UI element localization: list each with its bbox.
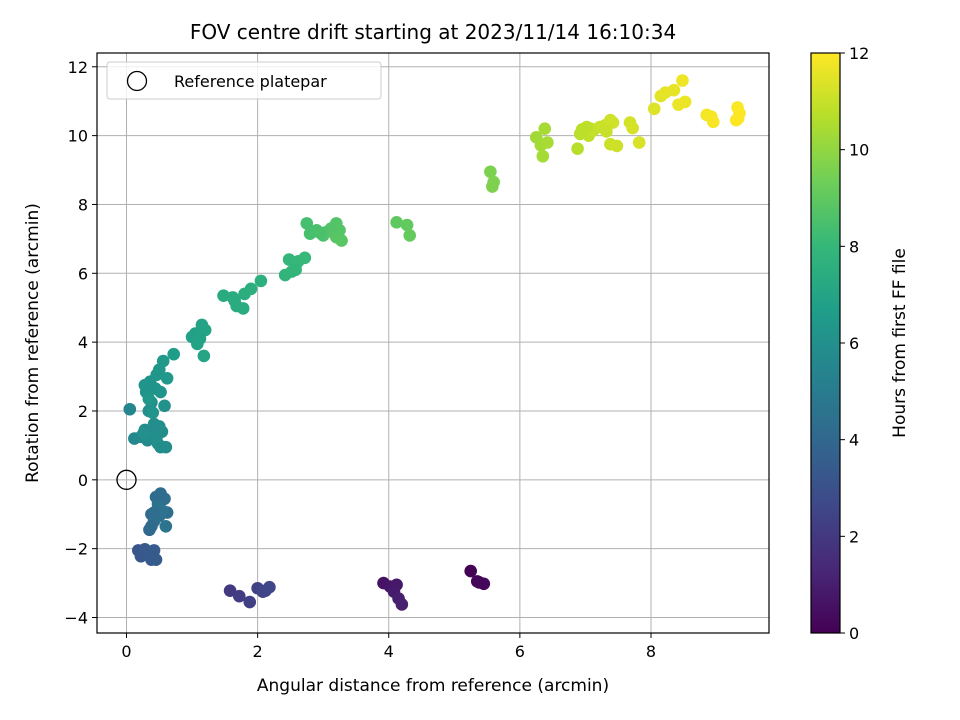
colorbar-tick-label: 2 — [849, 527, 859, 546]
data-point — [146, 406, 159, 419]
y-tick-label: 4 — [78, 333, 88, 352]
colorbar-ticks: 0 2 4 6 8 10 12 — [840, 44, 869, 643]
x-tick-label: 6 — [515, 642, 525, 661]
data-point — [158, 400, 171, 413]
data-point — [142, 393, 155, 406]
data-point — [148, 506, 161, 519]
data-point — [473, 576, 486, 589]
data-point — [154, 386, 167, 399]
legend: Reference platepar — [107, 62, 381, 99]
x-axis-label: Angular distance from reference (arcmin) — [257, 676, 609, 696]
colorbar: 0 2 4 6 8 10 12 Hours from first FF file — [811, 44, 910, 643]
data-point — [486, 180, 499, 193]
y-axis-label: Rotation from reference (arcmin) — [23, 203, 43, 483]
data-point — [537, 150, 550, 163]
data-point — [144, 550, 157, 563]
data-point — [148, 418, 161, 431]
data-point — [403, 229, 416, 242]
data-point — [580, 121, 593, 134]
data-point — [228, 295, 241, 308]
data-point — [396, 598, 409, 611]
data-point — [538, 122, 551, 135]
data-point — [255, 275, 268, 288]
data-point — [145, 520, 158, 533]
y-tick-label: −2 — [64, 540, 88, 559]
data-point — [314, 226, 327, 239]
data-point — [390, 216, 403, 229]
data-point — [243, 596, 256, 609]
data-point — [679, 96, 692, 109]
data-point — [161, 372, 174, 385]
data-point — [648, 102, 661, 115]
x-tick-label: 0 — [121, 642, 131, 661]
data-point — [571, 142, 584, 155]
x-axis-ticks: 0 2 4 6 8 — [121, 633, 656, 661]
y-tick-label: 6 — [78, 264, 88, 283]
colorbar-tick-label: 10 — [849, 141, 869, 160]
data-point — [153, 489, 166, 502]
x-tick-label: 8 — [646, 642, 656, 661]
data-point — [259, 584, 272, 597]
data-point — [198, 350, 211, 363]
colorbar-fill — [811, 53, 840, 633]
data-point — [157, 355, 170, 368]
x-tick-label: 2 — [253, 642, 263, 661]
data-point — [668, 84, 681, 97]
data-point — [626, 122, 639, 135]
data-point — [289, 264, 302, 277]
x-tick-label: 4 — [384, 642, 394, 661]
data-point — [123, 403, 136, 416]
data-point — [194, 332, 207, 345]
data-point — [167, 348, 180, 361]
data-point — [541, 136, 554, 149]
colorbar-tick-label: 6 — [849, 334, 859, 353]
y-tick-label: 2 — [78, 402, 88, 421]
y-tick-label: 10 — [68, 127, 88, 146]
data-point — [611, 140, 624, 153]
colorbar-label: Hours from first FF file — [890, 248, 910, 438]
y-tick-label: −4 — [64, 609, 88, 628]
data-point — [137, 427, 150, 440]
y-axis-ticks: −4 −2 0 2 4 6 8 10 12 — [64, 58, 97, 628]
data-point — [245, 282, 258, 295]
data-point — [707, 116, 720, 129]
colorbar-tick-label: 0 — [849, 624, 859, 643]
colorbar-tick-label: 8 — [849, 237, 859, 256]
y-tick-label: 0 — [78, 471, 88, 490]
data-point — [160, 520, 173, 533]
y-tick-label: 12 — [68, 58, 88, 77]
data-point — [730, 114, 743, 127]
data-point — [633, 136, 646, 149]
data-point — [335, 234, 348, 247]
legend-label-reference: Reference platepar — [174, 72, 327, 91]
data-point — [676, 74, 689, 87]
chart-title: FOV centre drift starting at 2023/11/14 … — [190, 20, 676, 44]
colorbar-tick-label: 12 — [849, 44, 869, 63]
data-point — [149, 432, 162, 445]
data-point — [299, 252, 312, 265]
y-tick-label: 8 — [78, 195, 88, 214]
data-point — [139, 379, 152, 392]
colorbar-tick-label: 4 — [849, 431, 859, 450]
data-point — [600, 125, 613, 138]
